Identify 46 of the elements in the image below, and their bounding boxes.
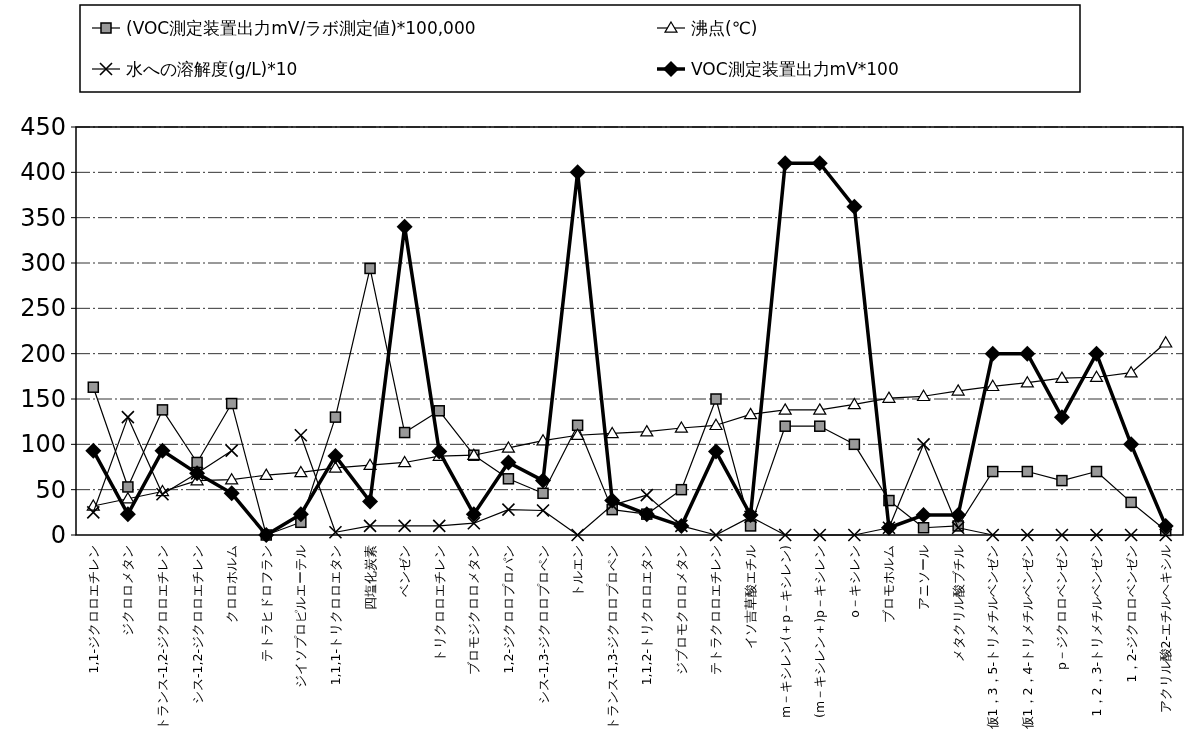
- x-tick-label: ジクロロメタン: [120, 545, 136, 636]
- x-tick-label: ブロモホルム: [881, 545, 897, 623]
- x-tick-label: 1,1-ジクロロエチレン: [85, 545, 101, 674]
- y-tick-label: 400: [20, 158, 66, 187]
- x-tick-label: テトラクロロエチレン: [708, 545, 724, 675]
- x-tick-label: 1，2，3-トリメチルベンゼン: [1089, 545, 1105, 717]
- x-tick-label: 仮1，2，4-トリメチルベンゼン: [1019, 545, 1035, 731]
- x-tick-label: トランス-1,3-ジクロロプロペン: [604, 545, 620, 730]
- x-tick-label: イソ吉草酸エチル: [743, 545, 759, 649]
- x-tick-label: アクリル酸2-エチルヘキシル: [1158, 545, 1174, 714]
- x-tick-label: トリクロロエチレン: [431, 545, 447, 662]
- x-tick-label: トルエン: [570, 545, 586, 597]
- y-tick-label: 200: [20, 339, 66, 368]
- x-tick-label: テトラヒドロフラン: [258, 545, 274, 662]
- x-tick-label: 仮1，3，5-トリメチルベンゼン: [985, 545, 1001, 731]
- x-tick-label: ジブロモクロロメタン: [673, 545, 689, 675]
- x-tick-label: 1，2-ジクロロベンゼン: [1123, 545, 1139, 683]
- y-tick-label: 450: [20, 113, 66, 141]
- y-tick-label: 50: [35, 475, 66, 504]
- legend-label: (VOC測定装置出力mV/ラボ測定値)*100,000: [126, 18, 476, 38]
- x-tick-label: ベンゼン: [397, 545, 413, 597]
- y-tick-label: 100: [20, 430, 66, 459]
- x-tick-label: 1,1,2-トリクロロエタン: [639, 545, 655, 686]
- legend-label: 沸点(℃): [691, 18, 758, 38]
- x-tick-label: p－ジクロロベンゼン: [1054, 545, 1070, 670]
- x-tick-label: トランス-1,2-ジクロロエチレン: [154, 545, 170, 730]
- x-tick-label: シス-1,2-ジクロロエチレン: [189, 545, 205, 704]
- x-tick-label: メタクリル酸ブチル: [950, 545, 966, 662]
- x-tick-label: 1,1,1-トリクロロエタン: [327, 545, 343, 686]
- y-tick-label: 250: [20, 294, 66, 323]
- y-tick-label: 150: [20, 385, 66, 413]
- x-tick-label: 1,2-ジクロロプロパン: [500, 545, 516, 674]
- x-tick-label: o－キシレン: [846, 545, 862, 618]
- y-tick-label: 0: [50, 521, 66, 549]
- legend-label: VOC測定装置出力mV*100: [691, 59, 899, 79]
- x-tick-label: 四塩化炭素: [362, 545, 378, 610]
- legend-label: 水への溶解度(g/L)*10: [126, 59, 298, 79]
- y-tick-label: 350: [20, 203, 66, 232]
- x-tick-label: クロロホルム: [224, 545, 240, 623]
- x-tick-label: m－キシレン(＋p－キシレン): [777, 545, 793, 718]
- x-tick-label: (m－キシレン＋)p－キシレン: [812, 545, 828, 718]
- x-tick-label: アニソール: [916, 545, 932, 610]
- x-tick-label: シス-1,3-ジクロロプロペン: [535, 545, 551, 704]
- y-tick-label: 300: [20, 249, 66, 277]
- x-tick-label: ブロモジクロロメタン: [466, 545, 482, 675]
- x-tick-label: ジイソプロピルエーテル: [293, 545, 309, 688]
